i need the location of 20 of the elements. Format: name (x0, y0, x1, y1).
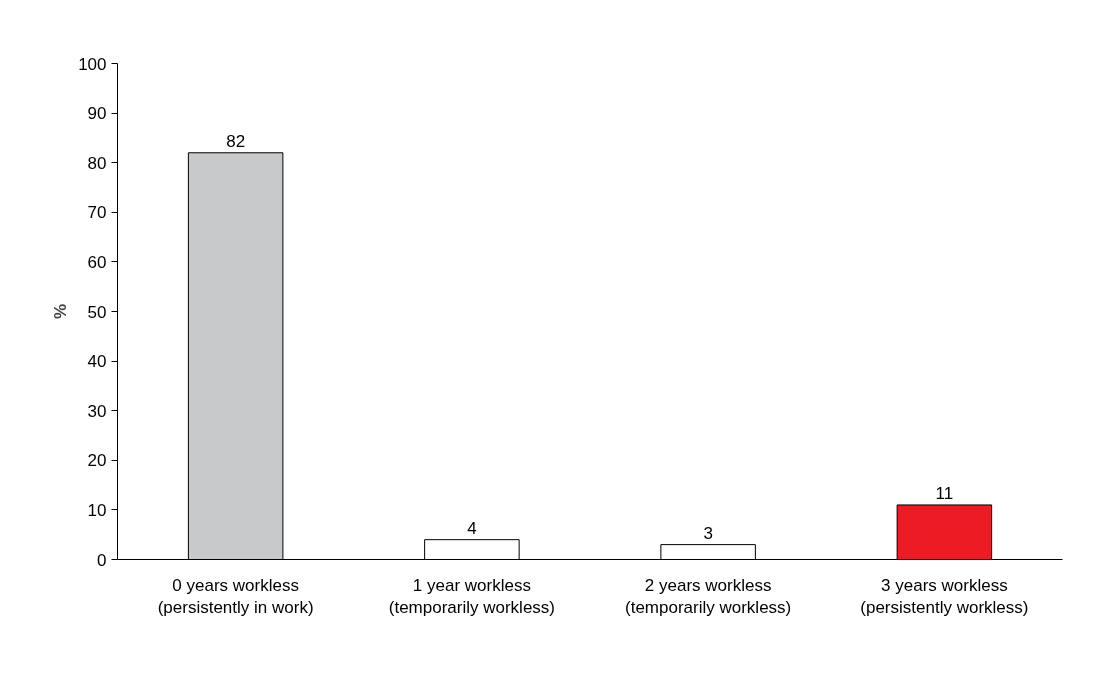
data-label: 3 (703, 523, 713, 543)
y-tick-label: 60 (87, 252, 107, 272)
x-tick-label: 1 year workless (temporarily workless) (388, 575, 555, 618)
y-tick-label: 90 (87, 104, 107, 124)
data-label: 4 (467, 518, 477, 538)
y-tick-label: 20 (87, 451, 107, 471)
data-label: 82 (226, 131, 246, 151)
data-label: 11 (935, 483, 954, 503)
y-tick-label: 50 (87, 302, 107, 322)
y-tick-label: 0 (97, 550, 107, 570)
y-tick-label: 40 (87, 352, 107, 372)
x-tick-label: 2 years workless (temporarily workless) (625, 575, 792, 618)
y-tick-label: 100 (78, 54, 107, 74)
y-axis-title: % (51, 303, 71, 320)
y-tick-label: 30 (87, 401, 107, 421)
x-tick-label: 0 years workless (persistently in work) (157, 575, 314, 618)
y-tick-label: 10 (87, 500, 107, 520)
x-tick-label: 3 years workless (persistently workless) (860, 575, 1029, 618)
y-tick-label: 80 (87, 153, 107, 173)
y-tick-label: 70 (87, 203, 107, 223)
